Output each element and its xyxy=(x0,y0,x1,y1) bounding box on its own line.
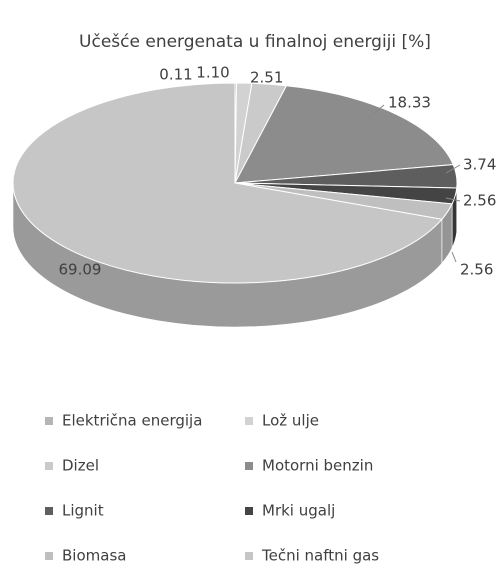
legend-label: Lož ulje xyxy=(262,412,319,430)
legend-swatch xyxy=(45,507,53,515)
legend-swatch xyxy=(45,462,53,470)
legend-label: Lignit xyxy=(62,502,104,520)
legend-swatch xyxy=(245,417,253,425)
legend-swatch xyxy=(45,417,53,425)
data-label: 2.56 xyxy=(460,261,493,279)
legend-label: Dizel xyxy=(62,457,99,475)
leader-line xyxy=(445,197,461,202)
data-label: 1.10 xyxy=(196,64,229,82)
data-label: 3.74 xyxy=(463,156,496,174)
legend-label: Električna energija xyxy=(62,412,202,430)
data-label: 18.33 xyxy=(388,94,431,112)
legend-label: Biomasa xyxy=(62,547,126,565)
legend-label: Tečni naftni gas xyxy=(261,547,379,565)
data-label: 2.56 xyxy=(463,192,496,210)
leader-line xyxy=(445,164,461,174)
leader-line xyxy=(451,251,457,263)
leader-line xyxy=(367,104,385,119)
pie-slice xyxy=(234,85,454,184)
data-label: 2.51 xyxy=(250,69,283,87)
legend-swatch xyxy=(245,507,253,515)
legend-swatch xyxy=(245,462,253,470)
legend-label: Mrki ugalj xyxy=(262,502,335,520)
pie-slice xyxy=(12,82,443,284)
chart-title: Učešće energenata u finalnoj energiji [%… xyxy=(79,32,431,52)
legend-label: Motorni benzin xyxy=(262,457,373,475)
legend-swatch xyxy=(245,552,253,560)
legend-swatch xyxy=(45,552,53,560)
data-label: 69.09 xyxy=(59,261,102,279)
data-label: 0.11 xyxy=(159,66,192,84)
